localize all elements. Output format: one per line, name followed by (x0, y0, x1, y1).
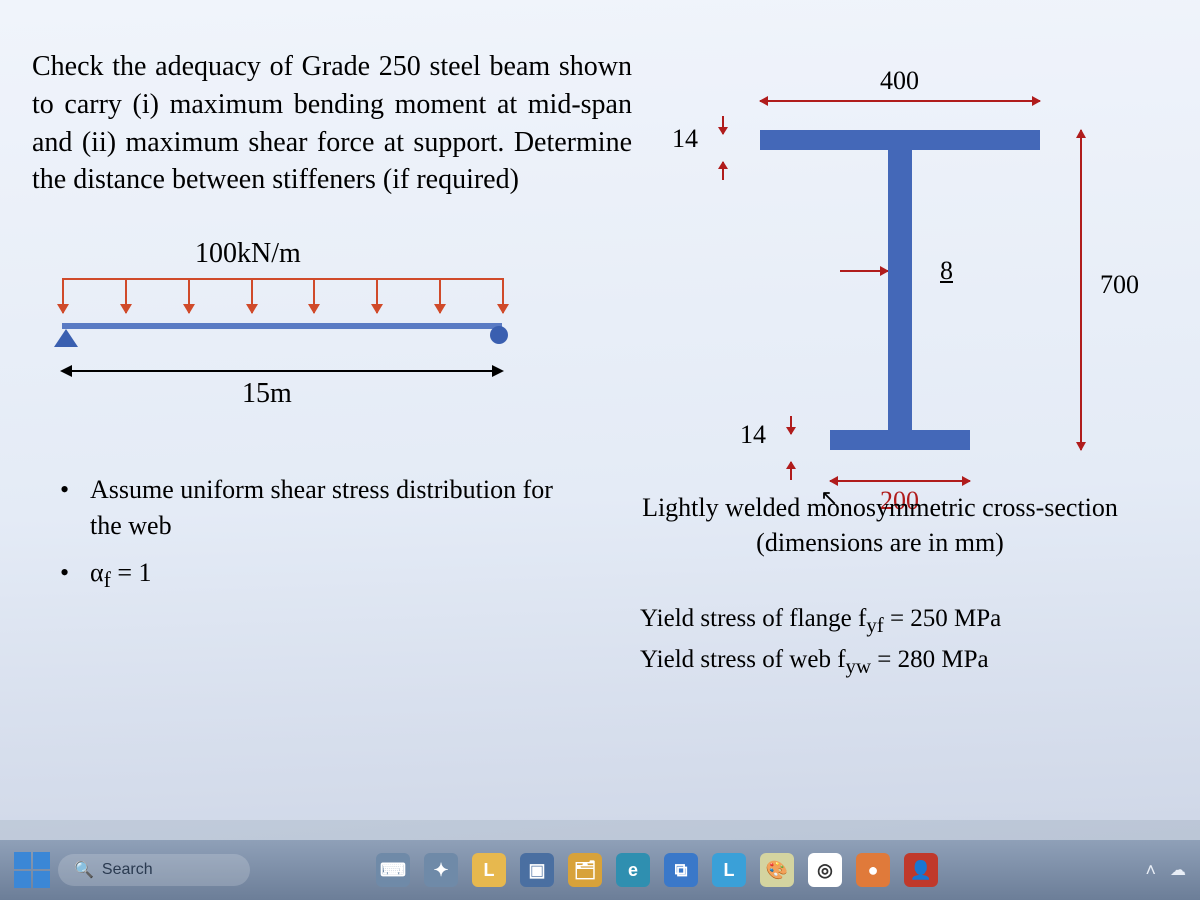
slide-content: Check the adequacy of Grade 250 steel be… (0, 0, 1200, 820)
folder-icon[interactable]: L (472, 853, 506, 887)
app-l-icon[interactable]: L (712, 853, 746, 887)
keyboard-icon[interactable]: ⌨ (376, 853, 410, 887)
load-arrow-icon (502, 278, 504, 313)
roller-support-icon (490, 326, 508, 344)
chrome-icon[interactable]: ◎ (808, 853, 842, 887)
taskbar-tray: ˄ ☁ (1145, 860, 1186, 881)
dim-top-flange-thk: 14 (672, 124, 698, 154)
taskbar: 🔍 Search ⌨ ✦ L ▣ 🗂 e ⧉ L 🎨 ◎ ● 👤 ˄ ☁ (0, 840, 1200, 900)
web (888, 150, 912, 430)
search-icon: 🔍 (74, 860, 94, 880)
dim-line-overall-depth (1080, 130, 1082, 450)
beam-diagram: 15m (42, 278, 522, 398)
assumptions-list: Assume uniform shear stress distribution… (60, 472, 580, 605)
dim-line-bot-flange-width (830, 480, 970, 482)
edge-icon[interactable]: e (616, 853, 650, 887)
app-orange-icon[interactable]: ● (856, 853, 890, 887)
screen: Check the adequacy of Grade 250 steel be… (0, 0, 1200, 900)
load-arrow-icon (188, 278, 190, 313)
taskbar-app-icons: ⌨ ✦ L ▣ 🗂 e ⧉ L 🎨 ◎ ● 👤 (376, 853, 938, 887)
load-arrow-icon (313, 278, 315, 313)
yield-flange: Yield stress of flange fyf = 250 MPa (640, 600, 1140, 641)
span-label: 15m (242, 378, 292, 410)
span-dimension-line (62, 370, 502, 372)
store-icon[interactable]: ⧉ (664, 853, 698, 887)
video-icon[interactable]: ▣ (520, 853, 554, 887)
load-arrow-icon (376, 278, 378, 313)
caption-line2: (dimensions are in mm) (756, 528, 1004, 557)
tray-chevron-icon[interactable]: ˄ (1145, 860, 1156, 881)
yield-stress-notes: Yield stress of flange fyf = 250 MPa Yie… (640, 600, 1140, 682)
taskbar-search[interactable]: 🔍 Search (58, 854, 250, 886)
dim-top-flange-width: 400 (880, 66, 919, 96)
load-arrow-icon (125, 278, 127, 313)
problem-statement: Check the adequacy of Grade 250 steel be… (32, 48, 632, 199)
load-arrow-icon (251, 278, 253, 313)
section-caption: Lightly welded monosymmetric cross-secti… (600, 490, 1160, 560)
bottom-flange (830, 430, 970, 450)
dim-arrow-icon (722, 162, 724, 180)
dim-line-top-flange-width (760, 100, 1040, 102)
dim-arrow-icon (790, 462, 792, 480)
caption-line1: Lightly welded monosymmetric cross-secti… (642, 493, 1118, 522)
top-flange (760, 130, 1040, 150)
udl-load-label: 100kN/m (195, 238, 301, 270)
beam-bar (62, 323, 502, 329)
copilot-icon[interactable]: ✦ (424, 853, 458, 887)
cross-section-diagram: 400 14 14 8 700 200 (640, 60, 1160, 500)
contact-icon[interactable]: 👤 (904, 853, 938, 887)
ibeam-shape (760, 130, 1040, 450)
assumption-2: αf = 1 (60, 555, 580, 596)
load-arrows (62, 278, 502, 323)
search-placeholder: Search (102, 861, 153, 879)
explorer-icon[interactable]: 🗂 (568, 853, 602, 887)
dim-arrow-icon (722, 116, 724, 134)
yield-web: Yield stress of web fyw = 280 MPa (640, 641, 1140, 682)
paint-icon[interactable]: 🎨 (760, 853, 794, 887)
start-button[interactable] (14, 852, 50, 888)
load-arrow-icon (439, 278, 441, 313)
cloud-icon[interactable]: ☁ (1170, 860, 1186, 880)
pin-support-icon (54, 329, 78, 347)
dim-overall-depth: 700 (1100, 270, 1139, 300)
load-arrow-icon (62, 278, 64, 313)
assumption-1: Assume uniform shear stress distribution… (60, 472, 580, 545)
